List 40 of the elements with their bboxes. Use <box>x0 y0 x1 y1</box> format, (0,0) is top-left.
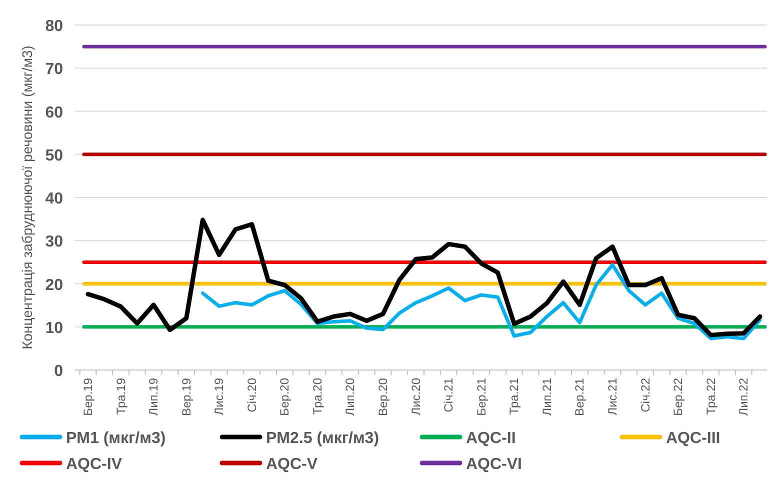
y-tick-label: 40 <box>45 190 64 208</box>
x-tick-label: Лис.20 <box>408 378 423 416</box>
x-tick-label: Тра.19 <box>114 378 128 415</box>
y-tick-label: 70 <box>45 61 64 78</box>
y-tick-label: 10 <box>45 320 64 337</box>
x-tick-label: Лип.21 <box>540 378 554 416</box>
x-tick-label: Вер.20 <box>376 378 390 416</box>
x-tick-label: Бер.20 <box>278 378 292 416</box>
legend-label: AQC-III <box>666 430 720 447</box>
x-tick-label: Січ.22 <box>638 378 652 412</box>
line-series <box>200 263 762 340</box>
x-tick-label: Лис.19 <box>212 378 226 416</box>
x-tick-label: Лис.21 <box>605 378 620 416</box>
legend-label: AQC-II <box>466 430 516 447</box>
x-tick-label: Січ.20 <box>244 378 259 412</box>
y-tick-label: 30 <box>45 234 64 251</box>
y-tick-label: 20 <box>45 276 64 294</box>
y-tick-label: 80 <box>45 18 64 35</box>
legend-label: PM2.5 (мкг/м3) <box>266 430 380 447</box>
x-tick-label: Лип.19 <box>146 378 161 416</box>
y-tick-label: 0 <box>54 363 64 380</box>
x-tick-label: Лип.22 <box>736 378 751 416</box>
line-series <box>86 218 762 338</box>
y-tick-label: 60 <box>45 104 64 122</box>
y-axis-title: Концентрація забруднюючої речовини (мкг/м3) <box>19 46 35 350</box>
legend-label: AQC-VI <box>466 456 522 473</box>
x-tick-label: Тра.22 <box>704 378 718 415</box>
x-tick-label: Вер.19 <box>179 378 194 416</box>
x-tick-label: Тра.21 <box>507 378 522 415</box>
y-tick-label: 50 <box>45 147 64 164</box>
x-tick-label: Тра.20 <box>310 378 324 415</box>
x-tick-label: Бер.22 <box>671 378 686 416</box>
legend-label: AQC-IV <box>66 456 122 473</box>
x-tick-label: Бер.19 <box>81 378 95 416</box>
x-tick-label: Бер.21 <box>474 378 488 416</box>
x-tick-label: Лип.20 <box>343 378 358 416</box>
x-tick-label: Вер.21 <box>572 378 587 416</box>
legend-label: AQC-V <box>266 456 318 473</box>
legend-label: PM1 (мкг/м3) <box>66 430 166 447</box>
x-tick-label: Січ.21 <box>442 378 456 412</box>
